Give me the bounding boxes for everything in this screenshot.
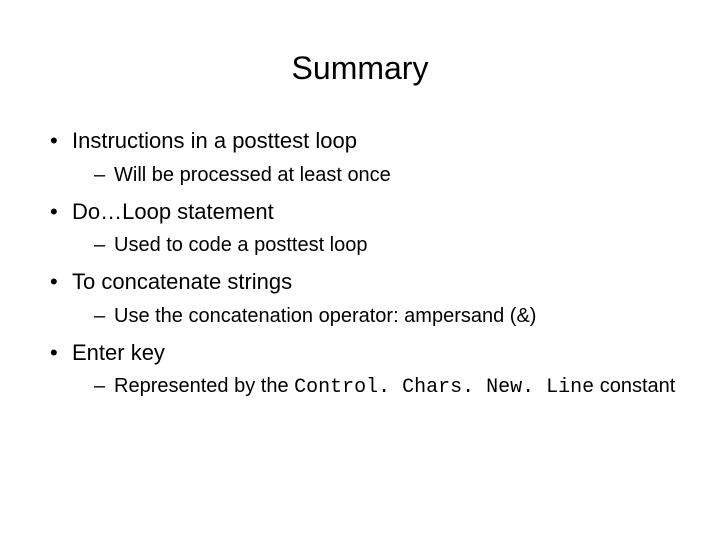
bullet-text-suffix: constant — [594, 375, 675, 397]
code-text: Control. Chars. New. Line — [294, 376, 594, 399]
bullet-item: Used to code a posttest loop — [50, 232, 680, 258]
slide: Summary Instructions in a posttest loop … — [0, 50, 720, 540]
bullet-item: Use the concatenation operator: ampersan… — [50, 303, 680, 329]
bullet-item: Enter key — [50, 339, 680, 368]
bullet-item: Represented by the Control. Chars. New. … — [50, 373, 680, 401]
bullet-item: Do…Loop statement — [50, 198, 680, 227]
bullet-item: Will be processed at least once — [50, 162, 680, 188]
bullet-item: To concatenate strings — [50, 268, 680, 297]
bullet-text-prefix: Represented by the — [114, 375, 294, 397]
slide-content: Instructions in a posttest loop Will be … — [50, 127, 680, 401]
slide-title: Summary — [0, 50, 720, 87]
bullet-item: Instructions in a posttest loop — [50, 127, 680, 156]
